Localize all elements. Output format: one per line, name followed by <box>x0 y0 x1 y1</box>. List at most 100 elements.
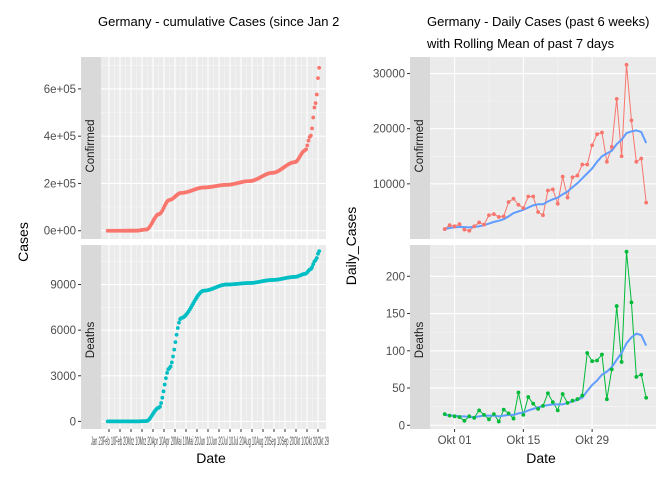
data-point <box>314 92 319 97</box>
data-point <box>482 412 486 417</box>
data-point <box>570 398 575 403</box>
data-point <box>550 187 555 192</box>
data-point <box>487 213 491 218</box>
data-point <box>526 395 531 399</box>
data-point <box>496 419 501 424</box>
data-point <box>317 249 322 254</box>
data-point <box>619 154 624 159</box>
data-point <box>600 130 604 135</box>
data-point <box>575 173 580 178</box>
data-point <box>629 300 634 305</box>
series-line-rolling-mean <box>444 129 648 231</box>
data-point <box>541 404 545 408</box>
data-point <box>521 412 526 417</box>
data-point <box>462 227 467 232</box>
data-point <box>305 143 310 148</box>
data-point <box>447 413 452 418</box>
y-tick-label: 9000 <box>50 280 76 292</box>
data-point <box>491 412 496 417</box>
data-point <box>172 347 177 352</box>
data-point <box>452 414 457 419</box>
data-point <box>565 401 570 405</box>
data-point <box>457 415 462 419</box>
data-point <box>506 200 511 204</box>
data-point <box>161 389 166 394</box>
y-tick-label: 3000 <box>50 371 76 383</box>
data-point <box>609 144 614 149</box>
data-point <box>311 115 316 120</box>
data-point <box>595 132 599 137</box>
data-point <box>639 156 644 161</box>
data-point <box>317 65 322 70</box>
data-point <box>482 222 486 227</box>
y-tick-label: 10000 <box>373 179 405 191</box>
data-point <box>644 200 649 205</box>
panel-background <box>430 245 656 429</box>
data-point <box>580 393 585 398</box>
data-point <box>634 159 639 164</box>
y-tick-label: 2e+05 <box>44 178 76 190</box>
data-point <box>585 162 590 167</box>
data-point <box>555 201 560 206</box>
data-point <box>624 62 629 67</box>
data-point <box>634 374 639 379</box>
data-point <box>472 415 477 420</box>
data-point <box>174 332 179 337</box>
data-point <box>624 249 629 254</box>
data-point <box>168 364 173 369</box>
data-point <box>159 401 164 405</box>
data-point <box>585 351 590 355</box>
data-point <box>304 147 308 152</box>
data-point <box>462 418 467 423</box>
data-point <box>316 76 320 81</box>
y-tick-label: 6000 <box>50 325 76 337</box>
data-point <box>496 215 501 219</box>
y-tick-label: 50 <box>392 383 405 395</box>
right-deaths-panel: 0 50 100 150 200 Okt 01 Okt 15 Okt 29 <box>386 245 656 447</box>
data-point <box>516 390 521 395</box>
data-point <box>477 220 482 225</box>
data-point <box>555 408 560 413</box>
data-point <box>614 97 619 101</box>
data-point <box>158 404 162 409</box>
panel-background <box>430 57 656 239</box>
data-point <box>487 417 491 422</box>
right-x-axis-title: Date <box>526 450 556 466</box>
data-point <box>491 212 496 217</box>
x-tick-label: Okt 15 <box>506 435 540 447</box>
data-point <box>175 326 180 330</box>
data-point <box>169 360 174 365</box>
data-point <box>442 412 447 417</box>
data-point <box>619 360 624 364</box>
data-point <box>310 126 314 131</box>
facet-strip <box>81 57 101 239</box>
data-point <box>604 397 609 402</box>
data-point <box>516 202 521 207</box>
series-line-rolling-mean <box>444 332 648 419</box>
y-tick-label: 4e+05 <box>44 131 76 143</box>
data-point <box>560 174 565 179</box>
data-point <box>177 320 181 325</box>
data-point <box>160 395 165 400</box>
right-chart-title: Germany - Daily Cases (past 6 weeks) <box>427 14 650 29</box>
y-tick-label: 100 <box>386 346 405 358</box>
data-point <box>501 407 506 412</box>
data-point <box>162 382 167 387</box>
data-point <box>590 359 595 364</box>
left-x-axis-title: Date <box>196 450 226 466</box>
data-point <box>531 401 536 406</box>
data-point <box>609 367 614 372</box>
data-point <box>546 391 550 396</box>
data-point <box>600 352 604 357</box>
y-tick-label: 20000 <box>373 124 405 136</box>
data-point <box>447 223 452 228</box>
right-y-axis-title: Daily_Cases <box>343 207 359 286</box>
data-point <box>536 406 540 411</box>
data-point <box>604 159 609 164</box>
data-point <box>477 408 482 413</box>
y-tick-label: 150 <box>386 309 405 321</box>
data-point <box>580 162 585 167</box>
y-tick-label: 6e+05 <box>44 84 76 96</box>
left-x-tick-labels: Jan 23Feb 10Feb 20Mrz 10Mrz 20Apr 10Apr … <box>91 436 329 448</box>
data-point <box>575 397 580 402</box>
